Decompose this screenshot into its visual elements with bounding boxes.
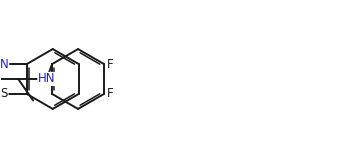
Text: S: S: [1, 87, 8, 100]
Text: HN: HN: [38, 73, 55, 86]
Text: F: F: [106, 58, 113, 71]
Text: F: F: [106, 87, 113, 100]
Text: N: N: [0, 58, 9, 71]
